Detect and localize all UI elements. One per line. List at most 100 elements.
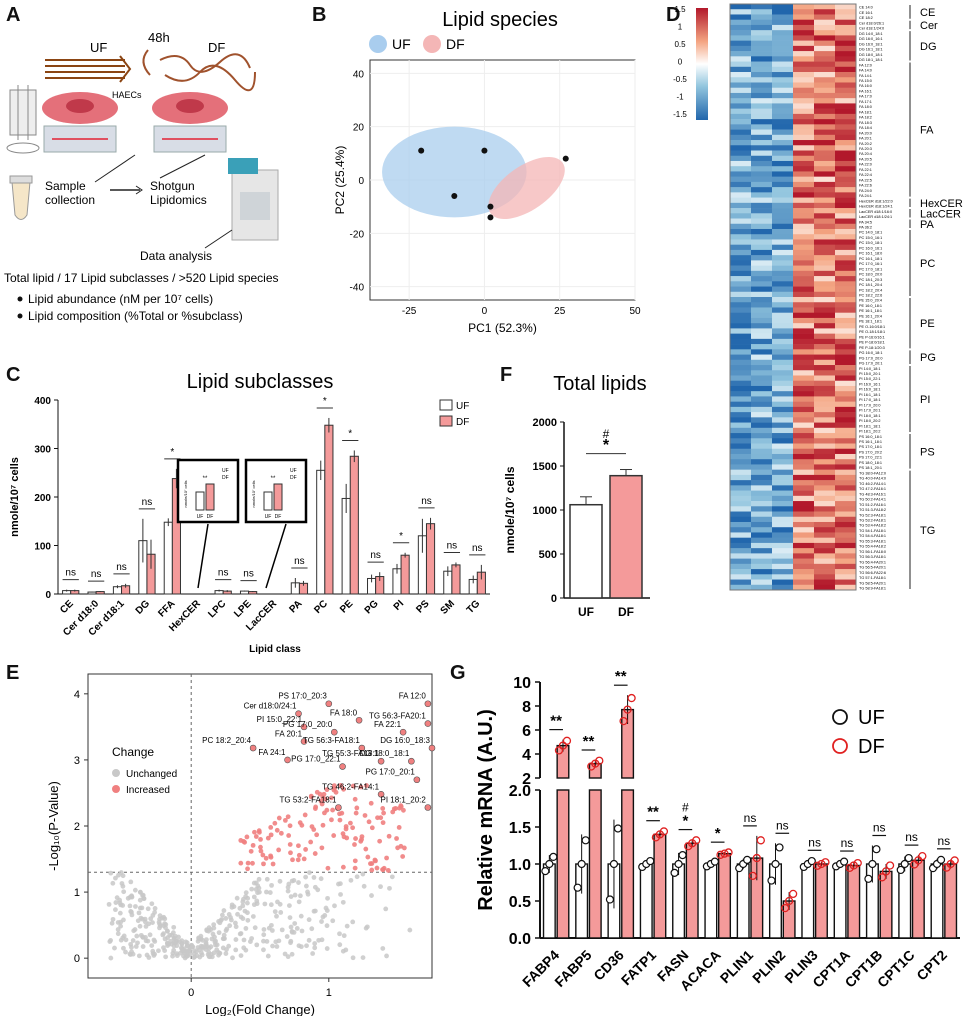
color-scale-label: -1.5 [673, 110, 687, 119]
heatmap-cell [835, 166, 856, 172]
heatmap-cell [730, 129, 751, 136]
sample-tube-icon [9, 175, 33, 220]
heatmap-cell [772, 223, 793, 230]
heatmap-cell [814, 354, 835, 361]
heatmap-cell [793, 532, 814, 538]
heatmap-cell [793, 344, 814, 350]
inset-significance: ** [203, 476, 208, 482]
y-tick-label: 0.5 [509, 894, 531, 911]
heatmap-cell [814, 302, 835, 308]
unchanged-point [306, 937, 312, 943]
unchanged-point [179, 941, 185, 947]
legend-df-swatch [423, 35, 441, 53]
panel-letter-d: D [666, 4, 681, 26]
heatmap-cell [835, 365, 856, 371]
heatmap-cell [814, 417, 835, 423]
heatmap-cell [814, 40, 835, 47]
labeled-point [335, 804, 342, 811]
panel-a-schematic: UF 48h DF HAECs [4, 30, 279, 323]
heatmap-cell [814, 51, 835, 57]
heatmap-cell [835, 511, 856, 518]
unchanged-point [230, 955, 235, 961]
heatmap-cell [730, 255, 751, 261]
point-df [716, 850, 725, 859]
point-uf [609, 859, 619, 869]
heatmap-cell [814, 276, 835, 282]
legend-uf-swatch [369, 35, 387, 53]
x-axis-label: Log₂(Fold Change) [205, 1002, 315, 1016]
heatmap-cell [772, 260, 793, 266]
unchanged-point [264, 889, 269, 895]
heatmap-cell [730, 480, 751, 486]
point-df [558, 741, 568, 750]
heatmap-cell [751, 558, 772, 565]
heatmap-cell [793, 563, 814, 570]
legend-increased-swatch [112, 785, 120, 793]
heatmap-cell [730, 249, 751, 256]
unchanged-point [109, 920, 115, 926]
heatmap-cell [730, 260, 751, 266]
heatmap-cell [814, 558, 835, 565]
unchanged-point [219, 912, 225, 918]
inset-y-label: nmole/10⁷ cells [251, 480, 256, 507]
heatmap-cell [793, 145, 814, 151]
heatmap-cell [772, 422, 793, 429]
heatmap-cell [793, 197, 814, 204]
x-tick-label: LPE [232, 598, 254, 620]
significance-label: * [682, 813, 688, 830]
unchanged-point [254, 942, 260, 948]
heatmap-cell [730, 145, 751, 151]
subclass-bar-chart: Lipid subclasses 400 300 200 100 0 nmole/10⁷ c… [9, 371, 490, 655]
unchanged-point [348, 877, 354, 883]
point-uf [545, 859, 554, 869]
unchanged-point [316, 937, 322, 943]
legend-unchanged-label: Unchanged [126, 769, 177, 780]
inset-cat-uf: UF [265, 514, 272, 520]
heatmap-cell [814, 422, 835, 429]
increased-point [381, 810, 387, 816]
x-tick-label: -25 [402, 306, 417, 317]
heatmap-cell [835, 202, 856, 209]
bar-uf [801, 863, 815, 939]
heatmap-cell [751, 459, 772, 465]
increased-point [320, 794, 326, 800]
increased-point [258, 844, 263, 850]
heatmap-cell [772, 548, 793, 554]
unchanged-point [150, 912, 156, 918]
unchanged-point [369, 893, 374, 898]
heatmap-cell [772, 155, 793, 162]
heatmap-cell [814, 380, 835, 387]
heatmap-cell [793, 124, 814, 130]
heatmap-cell [772, 82, 793, 89]
heatmap-cell [730, 574, 751, 580]
heatmap-cell [814, 474, 835, 481]
heatmap-cell [835, 521, 856, 528]
unchanged-point [245, 895, 251, 901]
heatmap-cell [793, 87, 814, 94]
heatmap-cell [751, 187, 772, 193]
heatmap-row-label: PC 15:0_16:1 [859, 236, 882, 240]
unchanged-point [297, 893, 303, 899]
heatmap-row-label: LacCER d18:1/16:0 [859, 210, 892, 214]
heatmap-cell [751, 155, 772, 162]
heatmap-cell [772, 103, 793, 109]
heatmap-cell [730, 569, 751, 575]
heatmap-cell [730, 213, 751, 219]
increased-point [390, 809, 396, 815]
unchanged-point [261, 932, 267, 938]
heatmap-cell [772, 365, 793, 371]
heatmap-cell [772, 40, 793, 47]
heatmap-row-label: FA 17:0 [859, 95, 872, 99]
x-tick-label: PE [338, 598, 355, 615]
unchanged-point [106, 901, 112, 907]
heatmap-cell [772, 129, 793, 136]
heatmap-cell [793, 98, 814, 104]
unchanged-point [164, 940, 170, 946]
heatmap-row-label: FA 22:4 [859, 173, 872, 177]
point-df [748, 871, 757, 880]
heatmap-cell [835, 103, 856, 109]
heatmap-cell [772, 61, 793, 68]
unchanged-point [212, 939, 218, 945]
heatmap-cell [814, 291, 835, 298]
heatmap-cell [772, 417, 793, 423]
